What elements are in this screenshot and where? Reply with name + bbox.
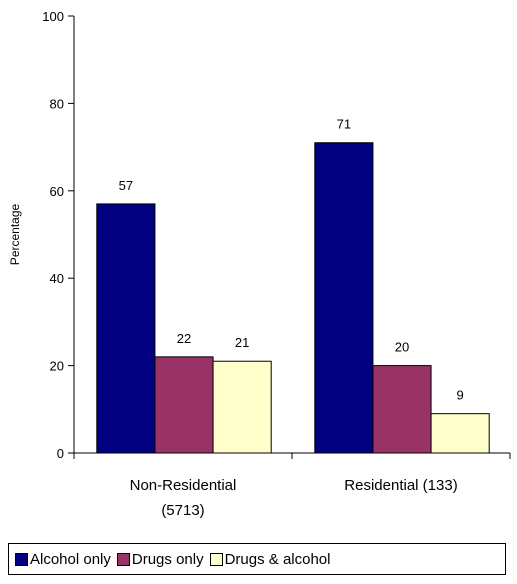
- data-label: 9: [457, 388, 464, 403]
- category-label: Non-Residential: [130, 477, 237, 494]
- legend-label: Drugs & alcohol: [224, 550, 331, 568]
- y-tick-label: 0: [57, 446, 64, 461]
- bar-drugs-alcohol-0: [212, 360, 272, 454]
- legend-label: Alcohol only: [30, 550, 111, 568]
- bar-drugs-alcohol-1: [430, 413, 490, 454]
- bar-chart: 0 20 40 60 80 100 Percentage 57 22 21 Non-Resident…: [8, 9, 511, 519]
- legend-item: Alcohol only: [15, 551, 111, 568]
- y-tick-label: 40: [50, 271, 64, 286]
- legend-label: Drugs only: [131, 550, 204, 568]
- data-label: 20: [395, 340, 409, 355]
- bar-alcohol-only-1: [314, 142, 374, 454]
- category-label-line2: (5713): [161, 502, 204, 519]
- bars-group: [96, 142, 490, 454]
- bar-alcohol-only-0: [96, 203, 156, 454]
- legend-swatch: [15, 552, 28, 566]
- y-tick-label: 80: [50, 96, 64, 111]
- legend-swatch: [209, 552, 223, 566]
- y-tick-label: 20: [50, 359, 64, 374]
- legend: Alcohol only Drugs only Drugs & alcohol: [8, 543, 506, 575]
- legend-item: Drugs only: [116, 550, 204, 568]
- data-label: 22: [177, 331, 191, 346]
- y-axis-title: Percentage: [8, 203, 22, 265]
- data-label: 71: [337, 117, 351, 132]
- labels-group: 0 20 40 60 80 100 Percentage 57 22 21 Non-Resident…: [8, 9, 464, 519]
- data-label: 21: [235, 335, 249, 350]
- category-label: Residential (133): [344, 477, 457, 494]
- bar-drugs-only-0: [154, 356, 214, 454]
- legend-item: Drugs & alcohol: [209, 550, 331, 568]
- data-label: 57: [119, 178, 133, 193]
- bar-drugs-only-1: [372, 365, 432, 454]
- legend-swatch: [116, 552, 130, 566]
- y-tick-label: 100: [42, 9, 64, 24]
- y-tick-label: 60: [50, 184, 64, 199]
